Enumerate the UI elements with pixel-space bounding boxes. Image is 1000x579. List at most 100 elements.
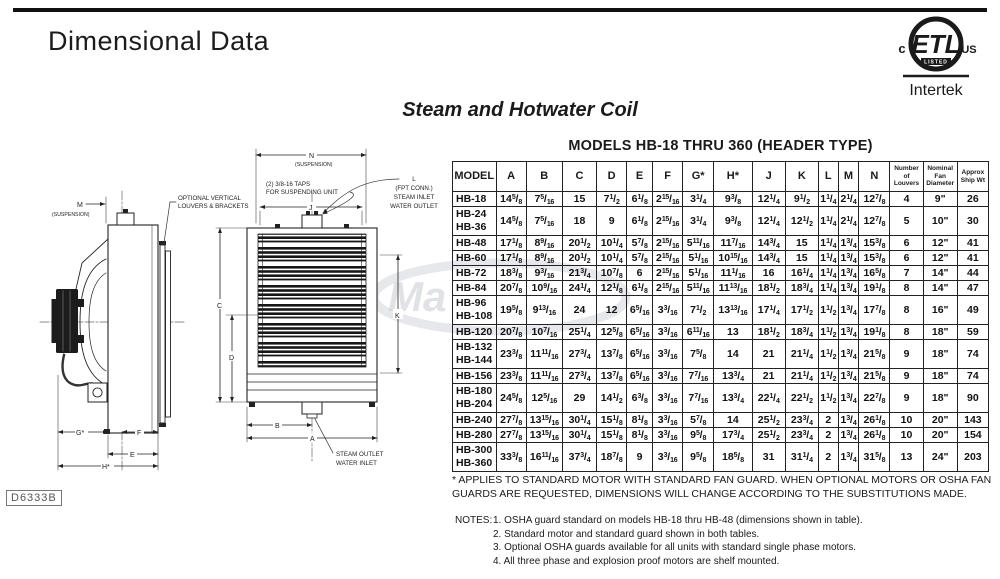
dimension-cell: 13/4 — [837, 324, 860, 340]
dimension-cell: 121/4 — [751, 191, 786, 207]
dimension-cell: 33/16 — [652, 324, 684, 340]
dimension-cell: 57/8 — [626, 250, 654, 266]
dimension-cell: 127/8 — [858, 191, 891, 207]
dimension-cell: 24 — [561, 295, 598, 325]
dimension-cell: 13/4 — [837, 412, 860, 428]
dimension-cell: 12" — [922, 250, 958, 266]
dimension-cell: 11/4 — [817, 265, 839, 281]
dim-j-label: J — [309, 205, 313, 212]
dimension-cell: 18" — [922, 324, 958, 340]
dimension-cell: 15 — [784, 235, 819, 251]
column-header: L — [817, 161, 839, 192]
dimension-cell: 13/4 — [837, 442, 860, 472]
dimension-cell: 165/8 — [858, 265, 891, 281]
dimension-cell: 215/16 — [652, 280, 684, 296]
dimension-cell: 181/2 — [751, 280, 786, 296]
dimension-cell: 121/4 — [751, 206, 786, 236]
model-cell: HB-132 HB-144 — [452, 339, 497, 369]
optional-louvers-callout-line2: LOUVERS & BRACKETS — [178, 203, 249, 210]
dimension-cell: 74 — [956, 368, 990, 384]
dimension-cell: 171/8 — [495, 235, 527, 251]
dimension-cell: 11/2 — [817, 295, 839, 325]
table-row: HB-120 207/8 107/16 251/4 125/8 65/16 33/16 611… — [452, 324, 990, 340]
dimension-cell: 33/16 — [652, 295, 684, 325]
dimension-cell: 14" — [922, 280, 958, 296]
dimension-cell: 21/4 — [837, 191, 860, 207]
dim-f-label: F — [137, 430, 141, 437]
dimension-cell: 33/16 — [652, 383, 684, 413]
dimension-cell: 71/2 — [682, 295, 715, 325]
dimension-cell: 121/8 — [596, 280, 628, 296]
dimension-cell: 75/8 — [682, 339, 715, 369]
dimension-cell: 145/8 — [495, 191, 527, 207]
dimension-cell: 13/4 — [837, 368, 860, 384]
dimension-cell: 24" — [922, 442, 958, 472]
dimension-cell: 215/16 — [652, 206, 684, 236]
dimension-cell: 211/4 — [784, 368, 819, 384]
dimension-cell: 315/8 — [858, 442, 891, 472]
dim-c-label: C — [217, 303, 222, 310]
model-cell: HB-96 HB-108 — [452, 295, 497, 325]
dimension-cell: 65/16 — [626, 368, 654, 384]
dimension-cell: 2 — [817, 427, 839, 443]
dimension-cell: 241/4 — [561, 280, 598, 296]
dimension-cell: 8 — [889, 324, 924, 340]
dimension-cell: 215/16 — [652, 265, 684, 281]
table-row: HB-24 HB-36 145/8 75/16 18 9 61/8 215/16 31/4 93/… — [452, 206, 990, 236]
notes-block: NOTES: 1. OSHA guard standard on models … — [455, 514, 863, 568]
dimension-cell: 13/4 — [837, 265, 860, 281]
dimension-cell: 11/2 — [817, 383, 839, 413]
dimension-cell: 14" — [922, 265, 958, 281]
dimension-cell: 913/16 — [525, 295, 563, 325]
model-cell: HB-300 HB-360 — [452, 442, 497, 472]
notes-label: NOTES: — [455, 515, 493, 526]
column-header: M — [837, 161, 860, 192]
dimension-cell: 93/16 — [525, 265, 563, 281]
dimension-cell: 611/16 — [682, 324, 715, 340]
dimension-cell: 33/16 — [652, 339, 684, 369]
dimension-cell: 311/4 — [784, 442, 819, 472]
notes-list: 1. OSHA guard standard on models HB-18 t… — [493, 514, 863, 568]
dimension-cell: 5 — [889, 206, 924, 236]
dim-d-label: D — [229, 355, 234, 362]
dimension-cell: 215/16 — [652, 235, 684, 251]
dimension-cell: 15 — [784, 250, 819, 266]
dimension-cell: 301/4 — [561, 412, 598, 428]
dimensions-table: MODEL A B C D E F G* H* J K L M N Number of Louvers Nom… — [452, 161, 990, 472]
dimension-cell: 191/8 — [858, 280, 891, 296]
dimension-cell: 1315/16 — [525, 412, 563, 428]
model-cell: HB-240 — [452, 412, 497, 428]
dimension-cell: 137/8 — [596, 339, 628, 369]
table-row: HB-240 277/8 1315/16 301/4 151/8 81/8 33/16 57/… — [452, 412, 990, 428]
optional-louvers-callout-line1: OPTIONAL VERTICAL — [178, 195, 241, 202]
dimension-cell: 143/4 — [751, 250, 786, 266]
table-row: HB-84 207/8 109/16 241/4 121/8 61/8 215/16 511/… — [452, 280, 990, 296]
dimension-cell: 74 — [956, 339, 990, 369]
dimension-cell: 211/4 — [784, 339, 819, 369]
dimension-cell: 273/4 — [561, 368, 598, 384]
dimension-cell: 33/16 — [652, 442, 684, 472]
dimension-cell: 51/16 — [682, 265, 715, 281]
table-row: HB-72 183/8 93/16 213/4 107/8 6 215/16 51/16 111… — [452, 265, 990, 281]
dimension-cell: 9" — [922, 191, 958, 207]
dimension-cell: 41 — [956, 235, 990, 251]
table-header: MODEL A B C D E F G* H* J K L M N Number of Louvers Nom… — [452, 161, 990, 192]
dimension-cell: 6 — [889, 235, 924, 251]
dimension-cell: 161/4 — [784, 265, 819, 281]
dimension-cell: 6 — [626, 265, 654, 281]
dimension-cell: 33/16 — [652, 368, 684, 384]
dim-b-label: B — [275, 423, 280, 430]
dimension-cell: 215/16 — [652, 191, 684, 207]
dimension-cell: 511/16 — [682, 235, 715, 251]
dimension-cell: 153/8 — [858, 235, 891, 251]
column-header: MODEL — [452, 161, 497, 192]
dim-a-label: A — [310, 436, 315, 443]
dimension-cell: 101/4 — [596, 235, 628, 251]
dimension-cell: 6 — [889, 250, 924, 266]
dimension-cell: 30 — [956, 206, 990, 236]
etl-c-mark: c — [898, 41, 905, 56]
dimension-cell: 183/4 — [784, 324, 819, 340]
dimension-cell: 33/16 — [652, 427, 684, 443]
note-item: 2. Standard motor and standard guard sho… — [493, 528, 760, 540]
